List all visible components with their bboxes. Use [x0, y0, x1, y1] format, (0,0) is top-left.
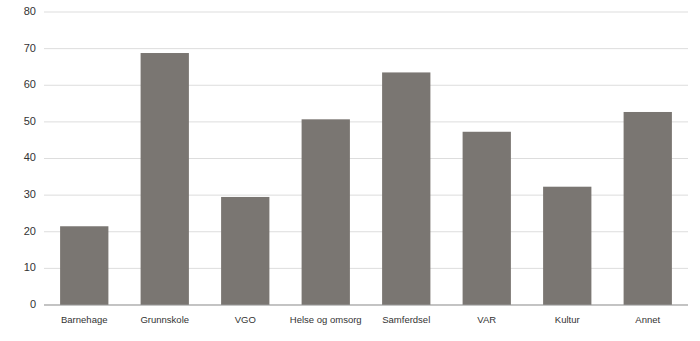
x-tick-label: VAR	[477, 314, 496, 325]
grid-line	[44, 305, 688, 306]
x-tick-label: Annet	[635, 314, 660, 325]
grid	[44, 12, 688, 305]
chart-container: 0 10 20 30 40 50 60 70 80 Barnehage Grunnskole VGO H…	[0, 0, 700, 341]
y-axis: 0 10 20 30 40 50 60 70 80	[24, 5, 36, 310]
y-tick-label: 30	[24, 188, 36, 200]
y-tick-label: 80	[24, 5, 36, 17]
bar	[624, 112, 672, 305]
x-tick-label: Grunnskole	[140, 314, 189, 325]
grid-line	[44, 12, 688, 13]
bar	[543, 187, 591, 305]
x-tick-label: Barnehage	[61, 314, 107, 325]
y-tick-label: 50	[24, 115, 36, 127]
bar	[141, 53, 189, 305]
x-tick-label: Kultur	[555, 314, 580, 325]
bar	[60, 226, 108, 305]
grid-line	[44, 48, 688, 49]
y-tick-label: 60	[24, 78, 36, 90]
x-tick-label: VGO	[235, 314, 256, 325]
bars	[60, 53, 672, 305]
x-tick-label: Helse og omsorg	[290, 314, 362, 325]
bar	[302, 119, 350, 305]
y-tick-label: 10	[24, 261, 36, 273]
chart-svg: 0 10 20 30 40 50 60 70 80 Barnehage Grunnskole VGO H…	[0, 0, 700, 341]
bar	[382, 72, 430, 305]
y-tick-label: 40	[24, 151, 36, 163]
y-tick-label: 0	[30, 298, 36, 310]
bar	[221, 197, 269, 305]
x-axis-line	[44, 305, 688, 306]
y-tick-label: 20	[24, 225, 36, 237]
x-axis: Barnehage Grunnskole VGO Helse og omsorg Sam…	[61, 314, 661, 325]
x-tick-label: Samferdsel	[382, 314, 430, 325]
bar	[463, 132, 511, 305]
y-tick-label: 70	[24, 42, 36, 54]
